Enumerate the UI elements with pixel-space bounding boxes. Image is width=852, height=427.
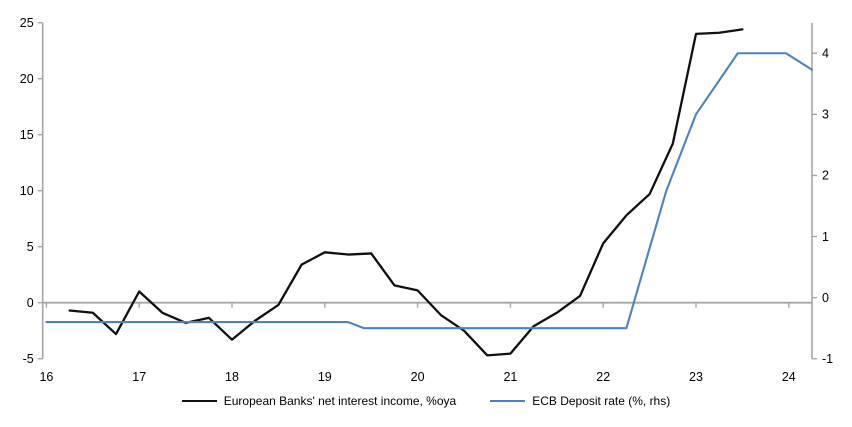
left-axis-tick-label: 5 xyxy=(27,240,34,254)
left-axis-tick-label: 15 xyxy=(20,128,34,142)
left-axis-tick-label: 20 xyxy=(20,72,34,86)
left-axis-tick-label: 0 xyxy=(27,296,34,310)
right-axis-tick-label: -1 xyxy=(822,352,833,366)
series-line-ecb-deposit-rate xyxy=(45,52,814,330)
left-axis-tick-label: 25 xyxy=(20,16,34,30)
x-axis-tick-label: 17 xyxy=(132,370,146,384)
legend-item-ecb-deposit-rate: ECB Deposit rate (%, rhs) xyxy=(490,394,670,408)
legend-line-swatch-blue xyxy=(490,400,526,402)
right-axis-tick-label: 3 xyxy=(822,108,829,122)
x-axis-tick-label: 22 xyxy=(596,370,610,384)
x-axis-tick-label: 19 xyxy=(318,370,332,384)
left-axis-tick-label: 10 xyxy=(20,184,34,198)
legend-item-net-interest-income: European Banks' net interest income, %oy… xyxy=(181,394,457,408)
right-axis-tick-label: 0 xyxy=(822,291,829,305)
x-axis-tick-label: 24 xyxy=(782,370,796,384)
x-axis-tick-label: 18 xyxy=(225,370,239,384)
legend-label-ecb-deposit-rate: ECB Deposit rate (%, rhs) xyxy=(532,394,671,408)
x-axis-tick-label: 21 xyxy=(503,370,517,384)
legend: European Banks' net interest income, %oy… xyxy=(0,394,852,408)
right-axis-tick-label: 2 xyxy=(822,169,829,183)
legend-label-net-interest-income: European Banks' net interest income, %oy… xyxy=(223,394,457,408)
right-axis-tick-label: 4 xyxy=(822,47,829,61)
legend-line-swatch-black xyxy=(181,400,217,402)
right-axis-tick-label: 1 xyxy=(822,230,829,244)
left-axis-tick-label: -5 xyxy=(23,352,34,366)
x-axis-tick-label: 20 xyxy=(411,370,425,384)
series-line-european-banks-net-interest-income xyxy=(68,28,744,357)
x-axis-tick-label: 16 xyxy=(39,370,53,384)
x-axis-tick-label: 23 xyxy=(689,370,703,384)
